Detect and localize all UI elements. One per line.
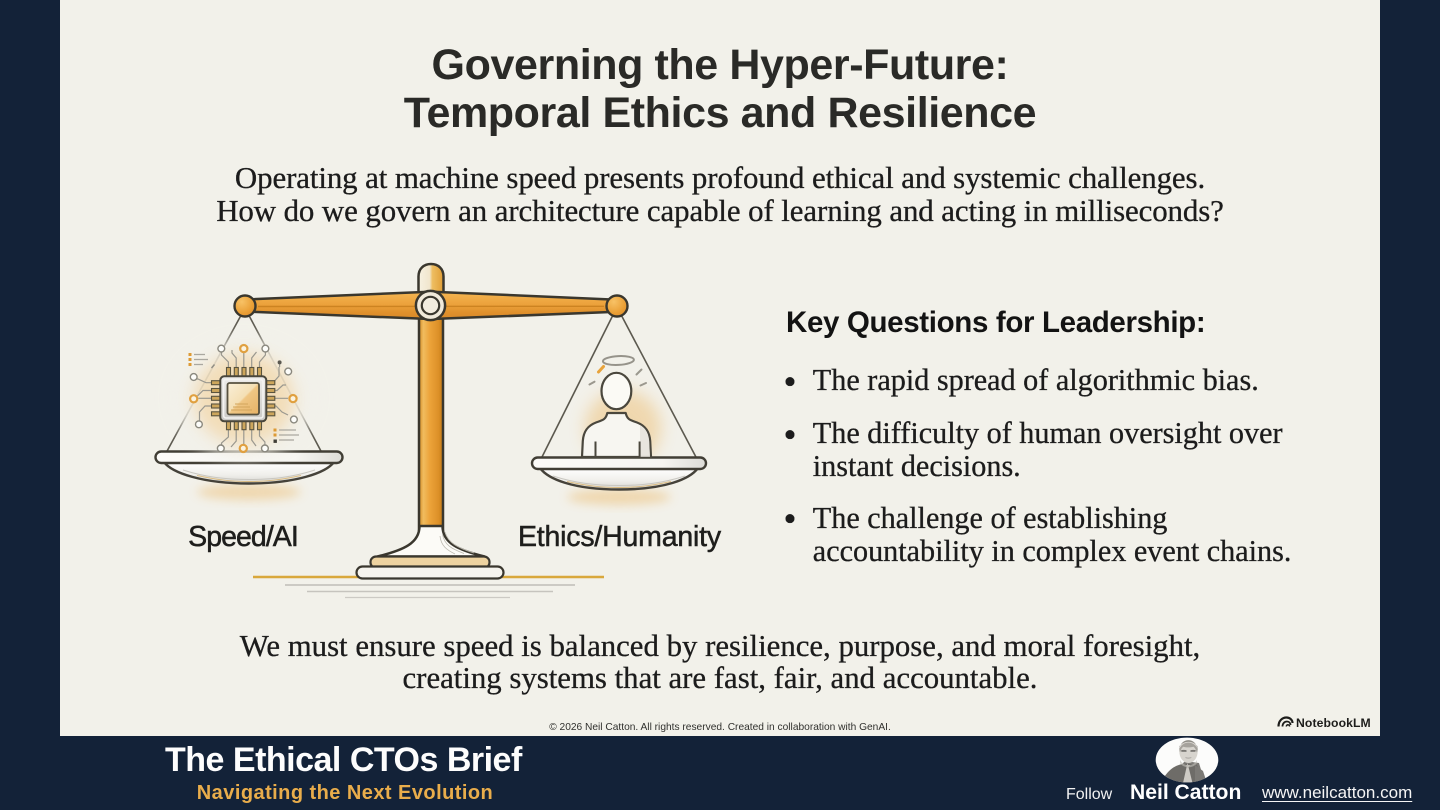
svg-text:NotebookLM: NotebookLM: [1296, 716, 1371, 730]
